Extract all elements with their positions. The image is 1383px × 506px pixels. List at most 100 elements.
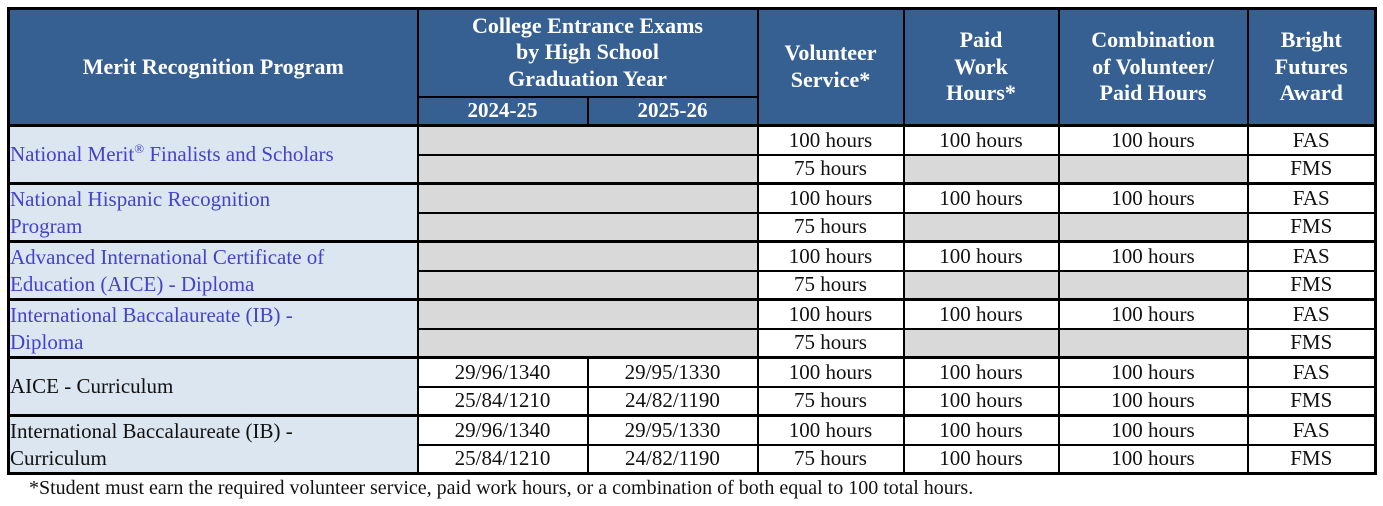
program-name-cell[interactable]: National Merit® Finalists and Scholars xyxy=(7,124,419,185)
award-cell: FMS xyxy=(1246,211,1377,243)
volunteer-hours-cell: 75 hours xyxy=(756,211,905,243)
volunteer-hours-cell: 100 hours xyxy=(756,240,905,272)
table-body: National Merit® Finalists and Scholars 10… xyxy=(7,124,1377,475)
table-row: 75 hours FMS xyxy=(9,327,1377,359)
volunteer-hours-cell: 75 hours xyxy=(756,385,905,417)
award-cell: FMS xyxy=(1246,385,1377,417)
paid-hours-cell: 100 hours xyxy=(902,443,1060,475)
volunteer-hours-cell: 75 hours xyxy=(756,443,905,475)
volunteer-hours-cell: 100 hours xyxy=(756,182,905,214)
award-cell: FMS xyxy=(1246,327,1377,359)
award-cell: FAS xyxy=(1246,240,1377,272)
program-name-cell: International Baccalaureate (IB) - Curri… xyxy=(7,414,419,475)
award-cell: FAS xyxy=(1246,298,1377,330)
award-cell: FAS xyxy=(1246,356,1377,388)
exam-score-2025-26-cell: 29/95/1330 xyxy=(586,356,759,388)
paid-hours-cell: 100 hours xyxy=(902,182,1060,214)
table-row: National Merit® Finalists and Scholars 10… xyxy=(7,124,1377,185)
program-name-cell[interactable]: Advanced International Certificate of Ed… xyxy=(7,240,419,301)
paid-hours-cell: 100 hours xyxy=(902,414,1060,446)
table-row: International Baccalaureate (IB) - Diplo… xyxy=(7,298,1377,359)
award-cell: FMS xyxy=(1246,153,1377,185)
exam-score-cell xyxy=(416,240,759,272)
header-bright-futures-award: Bright Futures Award xyxy=(1246,7,1377,127)
exam-score-cell xyxy=(416,269,759,301)
paid-hours-cell: 100 hours xyxy=(902,240,1060,272)
program-name-link[interactable]: National Merit® Finalists and Scholars xyxy=(10,141,334,167)
merit-recognition-table: Merit Recognition Program College Entran… xyxy=(7,7,1377,475)
award-cell: FAS xyxy=(1246,414,1377,446)
paid-hours-cell: 100 hours xyxy=(902,356,1060,388)
exam-score-cell xyxy=(416,182,759,214)
header-year-2025-26: 2025-26 xyxy=(586,95,759,127)
exam-score-2024-25-cell: 25/84/1210 xyxy=(416,385,589,417)
volunteer-hours-cell: 75 hours xyxy=(756,153,905,185)
table-header: Merit Recognition Program College Entran… xyxy=(7,7,1377,127)
combination-hours-cell xyxy=(1057,327,1249,359)
paid-hours-cell xyxy=(902,211,1060,243)
header-program: Merit Recognition Program xyxy=(7,7,419,127)
table-row: International Baccalaureate (IB) - Curri… xyxy=(7,414,1377,475)
paid-hours-cell: 100 hours xyxy=(902,385,1060,417)
combination-hours-cell: 100 hours xyxy=(1057,385,1249,417)
combination-hours-cell: 100 hours xyxy=(1057,356,1249,388)
table-row: 75 hours FMS xyxy=(9,153,1377,185)
program-name-link[interactable]: Advanced International Certificate of Ed… xyxy=(10,245,325,296)
combination-hours-cell: 100 hours xyxy=(1057,240,1249,272)
paid-hours-cell xyxy=(902,269,1060,301)
table-row: 75 hours FMS xyxy=(9,269,1377,301)
paid-hours-cell: 100 hours xyxy=(902,124,1060,156)
combination-hours-cell xyxy=(1057,211,1249,243)
volunteer-hours-cell: 100 hours xyxy=(756,414,905,446)
award-cell: FAS xyxy=(1246,124,1377,156)
award-cell: FMS xyxy=(1246,443,1377,475)
exam-score-cell xyxy=(416,211,759,243)
exam-score-cell xyxy=(416,124,759,156)
exam-score-cell xyxy=(416,327,759,359)
paid-hours-cell xyxy=(902,153,1060,185)
footnote: *Student must earn the required voluntee… xyxy=(29,477,974,499)
combination-hours-cell xyxy=(1057,153,1249,185)
program-name: AICE - Curriculum xyxy=(10,374,174,399)
volunteer-hours-cell: 75 hours xyxy=(756,269,905,301)
table-row: AICE - Curriculum 29/96/1340 29/95/1330 100… xyxy=(7,356,1377,417)
volunteer-hours-cell: 100 hours xyxy=(756,124,905,156)
table-row: 25/84/1210 24/82/1190 75 hours 100 hours 100… xyxy=(9,385,1377,417)
program-name-link[interactable]: National Hispanic Recognition Program xyxy=(10,187,271,238)
header-exams-group: College Entrance Exams by High School Gr… xyxy=(416,7,759,98)
combination-hours-cell: 100 hours xyxy=(1057,182,1249,214)
paid-hours-cell xyxy=(902,327,1060,359)
program-name-link[interactable]: International Baccalaureate (IB) - Diplo… xyxy=(10,303,293,354)
table-row: Advanced International Certificate of Ed… xyxy=(7,240,1377,301)
exam-score-2024-25-cell: 29/96/1340 xyxy=(416,414,589,446)
exam-score-2024-25-cell: 25/84/1210 xyxy=(416,443,589,475)
exam-score-2025-26-cell: 24/82/1190 xyxy=(586,443,759,475)
paid-hours-cell: 100 hours xyxy=(902,298,1060,330)
header-year-2024-25: 2024-25 xyxy=(416,95,589,127)
header-paid-work-hours: Paid Work Hours* xyxy=(902,7,1060,127)
combination-hours-cell: 100 hours xyxy=(1057,443,1249,475)
volunteer-hours-cell: 100 hours xyxy=(756,298,905,330)
program-name-cell[interactable]: International Baccalaureate (IB) - Diplo… xyxy=(7,298,419,359)
volunteer-hours-cell: 100 hours xyxy=(756,356,905,388)
exam-score-cell xyxy=(416,153,759,185)
award-cell: FMS xyxy=(1246,269,1377,301)
award-cell: FAS xyxy=(1246,182,1377,214)
exam-score-2025-26-cell: 24/82/1190 xyxy=(586,385,759,417)
header-volunteer-service: Volunteer Service* xyxy=(756,7,905,127)
table-row: 25/84/1210 24/82/1190 75 hours 100 hours 100… xyxy=(9,443,1377,475)
header-combination-hours: Combination of Volunteer/ Paid Hours xyxy=(1057,7,1249,127)
program-name: International Baccalaureate (IB) - Curri… xyxy=(10,419,293,470)
exam-score-2024-25-cell: 29/96/1340 xyxy=(416,356,589,388)
table-row: National Hispanic Recognition Program 100… xyxy=(7,182,1377,243)
table-row: 75 hours FMS xyxy=(9,211,1377,243)
combination-hours-cell xyxy=(1057,269,1249,301)
combination-hours-cell: 100 hours xyxy=(1057,414,1249,446)
registered-trademark-symbol: ® xyxy=(134,141,145,157)
combination-hours-cell: 100 hours xyxy=(1057,124,1249,156)
combination-hours-cell: 100 hours xyxy=(1057,298,1249,330)
program-name-cell[interactable]: National Hispanic Recognition Program xyxy=(7,182,419,243)
exam-score-cell xyxy=(416,298,759,330)
volunteer-hours-cell: 75 hours xyxy=(756,327,905,359)
